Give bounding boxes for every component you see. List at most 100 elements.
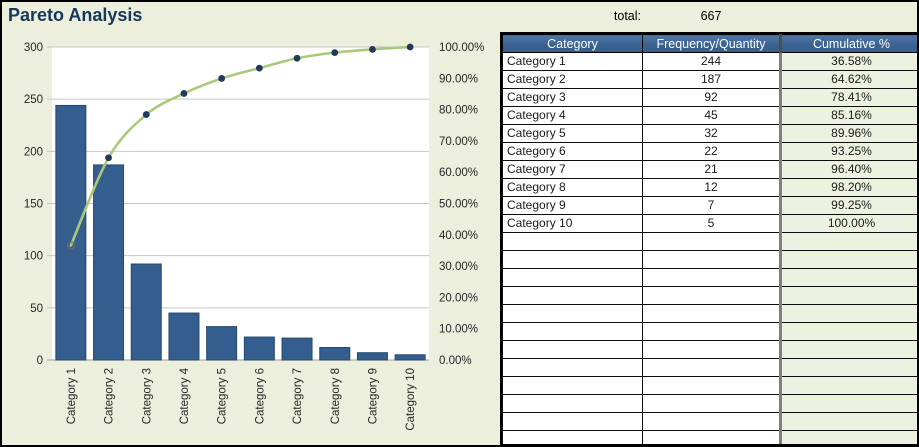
cell-r8-frequency[interactable]: 12 <box>642 178 781 197</box>
empty-table-row <box>502 304 917 323</box>
empty-cell[interactable] <box>779 376 917 395</box>
x-axis-label: Category 8 <box>330 368 342 424</box>
empty-cell[interactable] <box>502 358 643 377</box>
empty-cell[interactable] <box>502 340 643 359</box>
empty-cell[interactable] <box>642 412 781 431</box>
empty-cell[interactable] <box>502 322 643 341</box>
y-right-tick-label: 70.00% <box>439 136 478 148</box>
empty-cell[interactable] <box>642 394 781 413</box>
cumulative-marker <box>142 111 150 118</box>
cell-r4-cumulative[interactable]: 85.16% <box>779 106 917 125</box>
empty-cell[interactable] <box>779 250 917 269</box>
cell-r2-frequency[interactable]: 187 <box>642 70 781 89</box>
cell-r3-category[interactable]: Category 3 <box>502 88 643 107</box>
bar-category-5 <box>206 326 238 361</box>
cell-r3-frequency[interactable]: 92 <box>642 88 781 107</box>
cell-r2-cumulative[interactable]: 64.62% <box>779 70 917 89</box>
empty-cell[interactable] <box>642 286 781 305</box>
empty-table-row <box>502 376 917 395</box>
empty-cell[interactable] <box>779 394 917 413</box>
x-axis-label: Category 1 <box>66 368 78 424</box>
bar-category-6 <box>243 336 275 361</box>
y-right-tick-label: 60.00% <box>439 167 478 179</box>
empty-cell[interactable] <box>502 430 643 444</box>
cell-r1-category[interactable]: Category 1 <box>502 52 643 71</box>
cell-r1-cumulative[interactable]: 36.58% <box>779 52 917 71</box>
empty-cell[interactable] <box>779 340 917 359</box>
cell-r3-cumulative[interactable]: 78.41% <box>779 88 917 107</box>
bar-category-9 <box>356 352 388 361</box>
cell-r7-frequency[interactable]: 21 <box>642 160 781 179</box>
column-header-cumulative-[interactable]: Cumulative % <box>779 34 917 53</box>
cell-r10-cumulative[interactable]: 100.00% <box>779 214 917 233</box>
cell-r9-category[interactable]: Category 9 <box>502 196 643 215</box>
cell-r10-category[interactable]: Category 10 <box>502 214 643 233</box>
empty-cell[interactable] <box>779 268 917 287</box>
column-header-category[interactable]: Category <box>502 34 643 53</box>
empty-cell[interactable] <box>642 322 781 341</box>
empty-cell[interactable] <box>502 394 643 413</box>
cell-r8-cumulative[interactable]: 98.20% <box>779 178 917 197</box>
table-row: Category 4 45 85.16% <box>502 106 917 125</box>
empty-cell[interactable] <box>502 268 643 287</box>
y-left-tick-label: 200 <box>24 146 43 158</box>
empty-cell[interactable] <box>779 430 917 444</box>
empty-cell[interactable] <box>779 304 917 323</box>
empty-cell[interactable] <box>502 232 643 251</box>
empty-cell[interactable] <box>502 304 643 323</box>
empty-cell[interactable] <box>642 232 781 251</box>
cell-r7-category[interactable]: Category 7 <box>502 160 643 179</box>
empty-cell[interactable] <box>642 268 781 287</box>
x-axis-label: Category 5 <box>217 368 229 424</box>
empty-cell[interactable] <box>642 430 781 444</box>
column-header-frequency-quantity[interactable]: Frequency/Quantity <box>642 34 781 53</box>
pareto-chart[interactable]: 0 50 100 150 200 250 300 0.00% 10.00% 20.00% 30.00… <box>2 2 499 445</box>
y-right-tick-label: 80.00% <box>439 105 478 117</box>
cell-r1-frequency[interactable]: 244 <box>642 52 781 71</box>
total-value[interactable]: 667 <box>700 9 722 23</box>
cell-r5-cumulative[interactable]: 89.96% <box>779 124 917 143</box>
y-left-tick-label: 100 <box>24 251 43 263</box>
bar-category-4 <box>168 312 200 361</box>
cell-r4-category[interactable]: Category 4 <box>502 106 643 125</box>
table-row: Category 10 5 100.00% <box>502 214 917 233</box>
empty-cell[interactable] <box>642 340 781 359</box>
cell-r7-cumulative[interactable]: 96.40% <box>779 160 917 179</box>
empty-cell[interactable] <box>779 232 917 251</box>
cell-r9-frequency[interactable]: 7 <box>642 196 781 215</box>
y-right-tick-label: 0.00% <box>439 355 472 367</box>
x-axis-label: Category 9 <box>367 368 379 424</box>
cell-r8-category[interactable]: Category 8 <box>502 178 643 197</box>
empty-cell[interactable] <box>642 250 781 269</box>
cell-r6-cumulative[interactable]: 93.25% <box>779 142 917 161</box>
empty-cell[interactable] <box>642 358 781 377</box>
cell-r6-category[interactable]: Category 6 <box>502 142 643 161</box>
cell-r9-cumulative[interactable]: 99.25% <box>779 196 917 215</box>
y-right-tick-label: 50.00% <box>439 199 478 211</box>
table-row: Category 5 32 89.96% <box>502 124 917 143</box>
cumulative-marker-open <box>66 241 75 250</box>
cell-r6-frequency[interactable]: 22 <box>642 142 781 161</box>
empty-cell[interactable] <box>779 358 917 377</box>
y-right-tick-label: 100.00% <box>439 42 484 54</box>
cell-r10-frequency[interactable]: 5 <box>642 214 781 233</box>
empty-cell[interactable] <box>502 250 643 269</box>
empty-cell[interactable] <box>779 322 917 341</box>
empty-cell[interactable] <box>642 376 781 395</box>
page-title: Pareto Analysis <box>8 5 143 25</box>
empty-cell[interactable] <box>779 412 917 431</box>
x-axis-label: Category 6 <box>254 368 266 424</box>
table-row: Category 3 92 78.41% <box>502 88 917 107</box>
cell-r2-category[interactable]: Category 2 <box>502 70 643 89</box>
empty-cell[interactable] <box>502 286 643 305</box>
table-row: Category 2 187 64.62% <box>502 70 917 89</box>
empty-cell[interactable] <box>779 286 917 305</box>
empty-cell[interactable] <box>502 412 643 431</box>
empty-cell[interactable] <box>502 376 643 395</box>
empty-table-row <box>502 286 917 305</box>
cell-r4-frequency[interactable]: 45 <box>642 106 781 125</box>
y-right-tick-label: 90.00% <box>439 73 478 85</box>
cell-r5-category[interactable]: Category 5 <box>502 124 643 143</box>
cell-r5-frequency[interactable]: 32 <box>642 124 781 143</box>
empty-cell[interactable] <box>642 304 781 323</box>
